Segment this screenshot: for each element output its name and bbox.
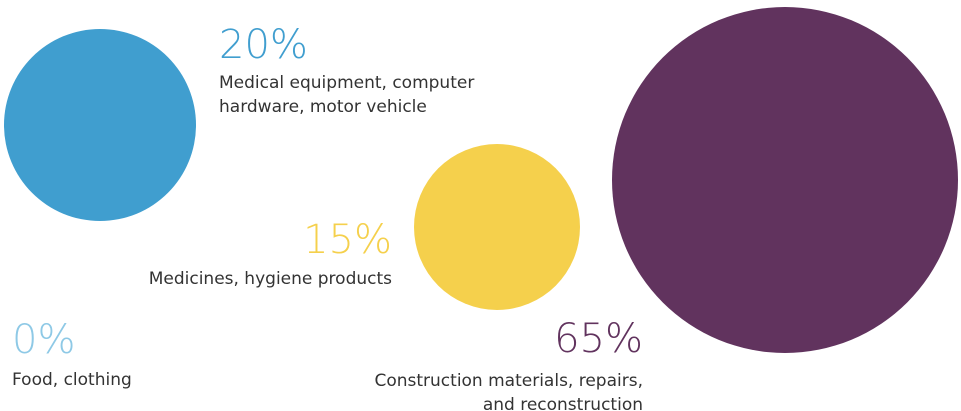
bubble-0 (4, 29, 196, 221)
bubble-1 (414, 144, 580, 310)
percent-label-2: 0% (12, 317, 75, 363)
category-label-0: Medical equipment, computer hardware, mot… (219, 73, 474, 117)
category-label-line: Medical equipment, computer (219, 73, 474, 93)
percent-label-3: 65% (554, 316, 643, 362)
category-label-line: Medicines, hygiene products (149, 269, 392, 289)
category-label-1: Medicines, hygiene products (149, 269, 392, 289)
percent-label-0: 20% (219, 22, 308, 68)
category-label-line: Food, clothing (12, 370, 132, 390)
bubble-3 (612, 7, 958, 353)
category-label-3: Construction materials, repairs, and reco… (374, 371, 643, 411)
category-label-line: hardware, motor vehicle (219, 97, 427, 117)
category-label-line: Construction materials, repairs, (374, 371, 643, 391)
percent-label-1: 15% (303, 217, 392, 263)
category-label-line: and reconstruction (483, 395, 643, 411)
category-label-2: Food, clothing (12, 370, 132, 390)
